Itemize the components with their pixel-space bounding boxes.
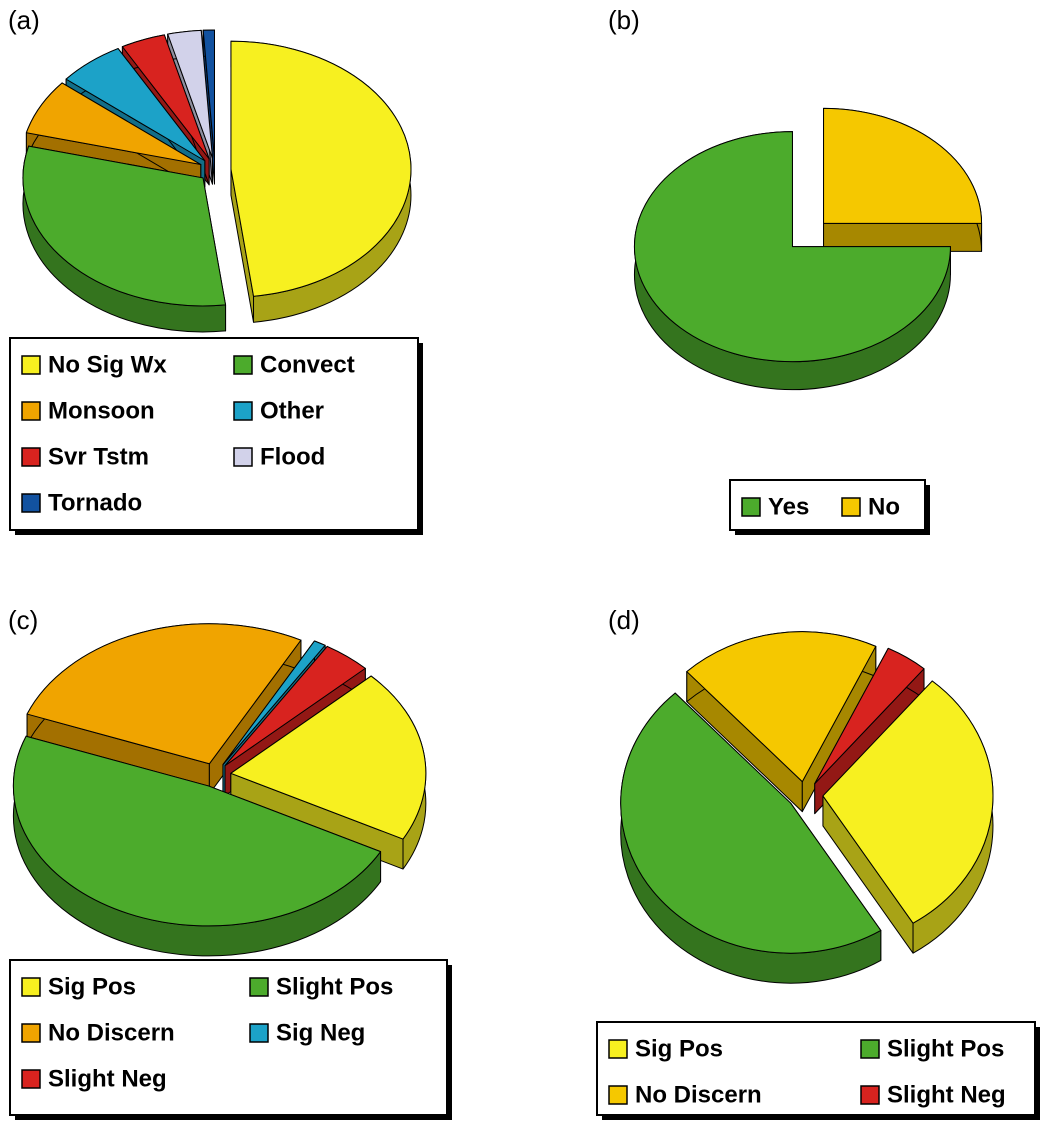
panel-label: (b) (608, 5, 640, 35)
legend-label: No Discern (635, 1081, 762, 1108)
legend-swatch (249, 977, 269, 997)
legend-label: No Discern (48, 1019, 175, 1046)
pie-slice (814, 647, 925, 785)
legend-label: Sig Neg (276, 1019, 365, 1046)
legend-label: Tornado (48, 489, 142, 516)
legend-swatch (233, 447, 253, 467)
legend-swatch (21, 977, 41, 997)
pie-slice (224, 645, 366, 767)
legend-label: No Sig Wx (48, 351, 167, 378)
pie-slice (121, 34, 210, 160)
pie-slice (65, 48, 206, 162)
legend-swatch (233, 355, 253, 375)
legend-swatch (860, 1039, 880, 1059)
legend-label: Svr Tstm (48, 443, 149, 470)
pie-slice (230, 675, 427, 840)
pie-slice (230, 40, 412, 297)
legend-label: No (868, 493, 900, 520)
legend-label: Sig Pos (635, 1035, 723, 1062)
legend-box (596, 1021, 1036, 1116)
legend-swatch (608, 1039, 628, 1059)
pie-slice (202, 29, 215, 159)
panel-label: (d) (608, 605, 640, 635)
pie-panel: (c) Sig Pos Slight Pos No Discern Sig Neg Sli… (8, 605, 452, 1120)
legend-label: Yes (768, 493, 809, 520)
pie-slice (620, 692, 882, 954)
legend-label: Slight Neg (48, 1065, 167, 1092)
pie-slice (686, 631, 877, 783)
legend-box (9, 959, 448, 1116)
legend-label: Sig Pos (48, 973, 136, 1000)
pie-slice (222, 640, 326, 766)
pie-slice (12, 735, 382, 927)
legend-label: Slight Pos (276, 973, 393, 1000)
legend-label: Slight Pos (887, 1035, 1004, 1062)
legend-swatch (21, 447, 41, 467)
legend-label: Monsoon (48, 397, 155, 424)
pie-slice (822, 680, 994, 924)
pie-slice (25, 82, 202, 166)
legend-swatch (841, 497, 861, 517)
pie-panel: (b) Yes No (608, 5, 983, 535)
pie-slice (22, 145, 227, 307)
pie-slice (633, 131, 951, 363)
legend-swatch (249, 1023, 269, 1043)
legend-swatch (21, 355, 41, 375)
panel-label: (c) (8, 605, 38, 635)
legend-swatch (21, 401, 41, 421)
legend-swatch (21, 1023, 41, 1043)
legend-box (729, 479, 926, 531)
legend-swatch (741, 497, 761, 517)
legend-label: Slight Neg (887, 1081, 1006, 1108)
pie-slice (167, 29, 213, 159)
legend-swatch (233, 401, 253, 421)
legend-box (9, 337, 419, 531)
legend-swatch (21, 493, 41, 513)
pie-slice (26, 623, 302, 765)
panel-label: (a) (8, 5, 40, 35)
legend-label: Other (260, 397, 324, 424)
legend-swatch (860, 1085, 880, 1105)
legend-swatch (608, 1085, 628, 1105)
pie-slice (823, 107, 983, 224)
legend-swatch (21, 1069, 41, 1089)
legend-label: Flood (260, 443, 325, 470)
pie-panel: (d) Sig Pos Slight Pos No Discern Slight Neg (596, 605, 1040, 1120)
legend-label: Convect (260, 351, 355, 378)
pie-panel: (a) No Sig Wx Convect Monsoon Other Svr Tstm F… (8, 5, 423, 535)
